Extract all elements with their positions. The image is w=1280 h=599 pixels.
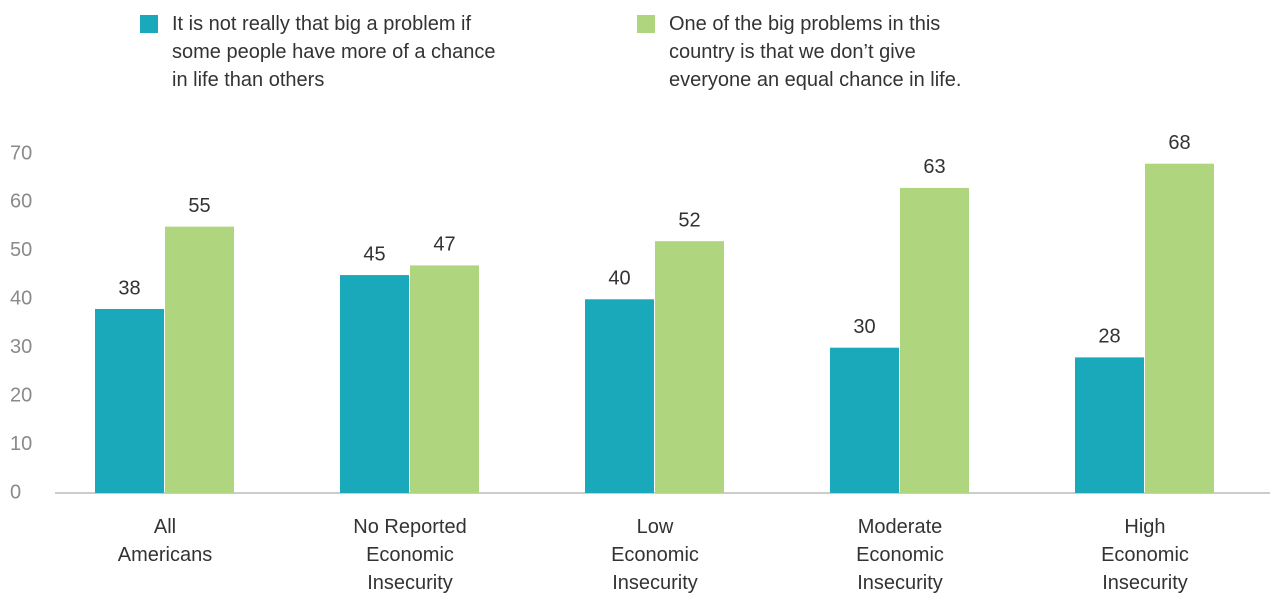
x-tick-label: Low Economic Insecurity	[611, 516, 699, 594]
bar	[95, 308, 164, 493]
x-tick-label: No Reported Economic Insecurity	[353, 516, 467, 594]
bar	[655, 241, 724, 493]
data-label: 28	[1098, 326, 1120, 348]
bar	[410, 265, 479, 493]
data-label: 47	[433, 234, 455, 256]
bar	[165, 226, 234, 493]
data-label: 52	[678, 209, 700, 231]
bar	[585, 299, 654, 493]
data-label: 55	[188, 195, 210, 217]
bar	[1145, 163, 1214, 493]
y-tick-label: 40	[10, 288, 32, 310]
legend-label: One of the big problems in this country …	[669, 13, 962, 91]
y-tick-label: 60	[10, 191, 32, 213]
data-label: 40	[608, 268, 630, 290]
data-label: 68	[1168, 132, 1190, 154]
legend-swatch	[637, 15, 655, 33]
data-label: 63	[923, 156, 945, 178]
y-tick-label: 0	[10, 481, 21, 503]
y-tick-label: 70	[10, 142, 32, 164]
y-tick-label: 50	[10, 239, 32, 261]
data-label: 30	[853, 316, 875, 338]
legend-swatch	[140, 15, 158, 33]
bar	[340, 275, 409, 493]
x-tick-label: All Americans	[117, 516, 213, 566]
y-tick-label: 30	[10, 336, 32, 358]
y-tick-label: 10	[10, 433, 32, 455]
bar	[1075, 357, 1144, 493]
x-tick-label: High Economic Insecurity	[1101, 516, 1189, 594]
y-tick-label: 20	[10, 384, 32, 406]
bar	[830, 347, 899, 493]
legend-label: It is not really that big a problem if s…	[172, 13, 496, 91]
bar	[900, 187, 969, 493]
x-tick-label: Moderate Economic Insecurity	[856, 516, 944, 594]
data-label: 45	[363, 243, 385, 265]
data-label: 38	[118, 277, 140, 299]
